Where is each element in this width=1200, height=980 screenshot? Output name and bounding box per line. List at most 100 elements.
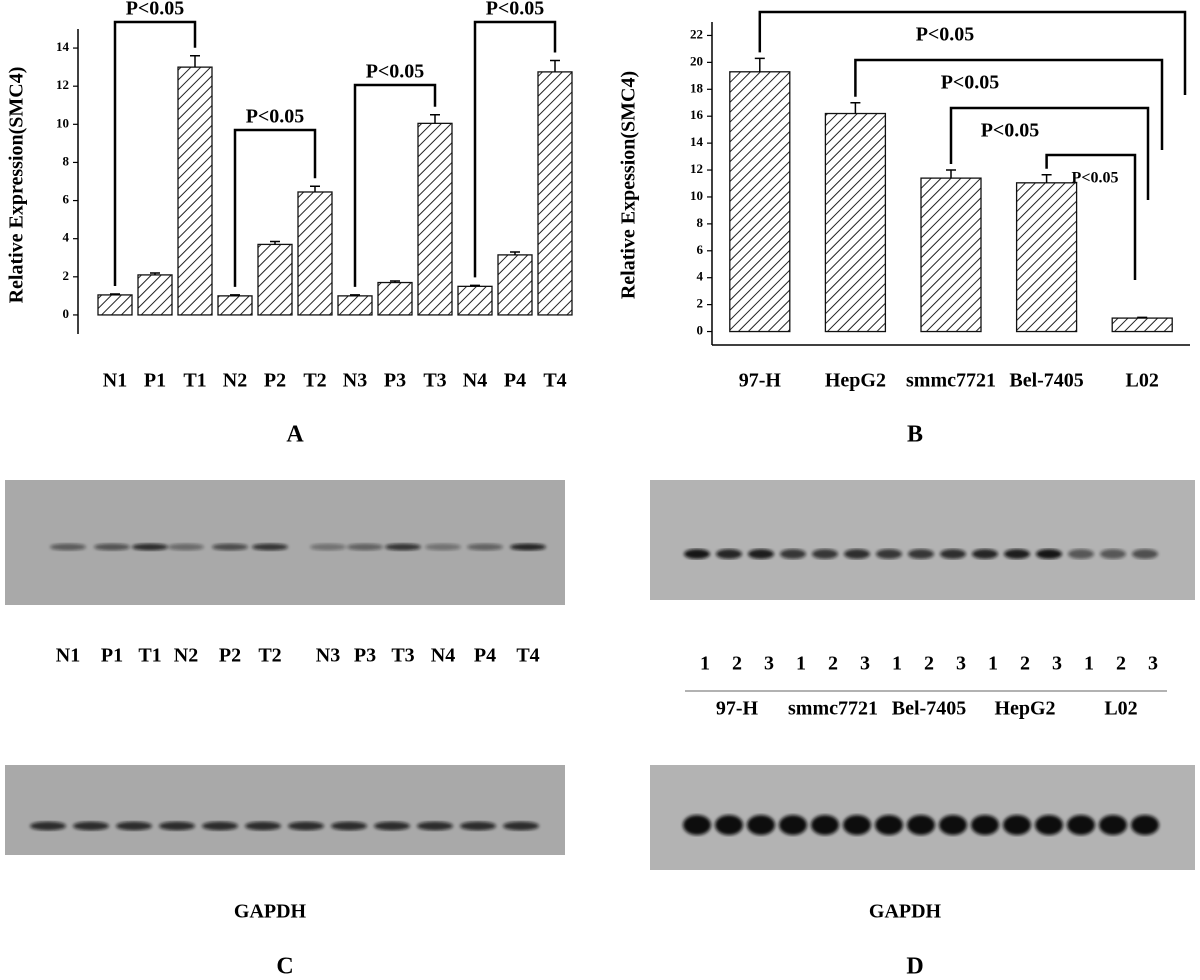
significance-bracket [949,106,1150,200]
y-tick-label: 8 [697,215,704,230]
blot-band [347,543,383,551]
y-tick-label: 4 [63,230,70,245]
blot-band [843,815,871,835]
panel-label: C [276,954,293,980]
y-tick-label: 6 [63,192,70,207]
lane-label: 2 [1020,653,1030,675]
bar [217,295,253,316]
blot-band [50,543,86,551]
blot-band [252,543,288,551]
panel-label: B [907,422,923,448]
x-tick-label: 97-H [739,370,782,392]
blot-band [1100,549,1126,559]
blot-band [310,543,346,551]
y-tick-label: 20 [690,53,703,68]
significance-label: P<0.05 [981,120,1040,142]
y-tick-label: 10 [690,188,703,203]
blot-band [779,815,807,835]
x-tick-label: P1 [144,370,166,392]
blot-membrane [5,765,565,855]
error-bar [350,294,360,296]
lane-label: 1 [1084,653,1094,675]
panel-label: D [906,954,923,980]
blot-band [1003,815,1031,835]
blot-band [1035,815,1063,835]
error-bar [230,294,240,296]
blot-band [748,549,774,559]
x-tick-label: Bel-7405 [1009,370,1083,392]
blot-band [385,543,421,551]
bar [417,122,453,316]
lane-label: 2 [1116,653,1126,675]
error-bar [390,280,400,283]
error-bar [754,57,765,72]
error-bar [190,54,200,68]
group-label: HepG2 [994,698,1055,720]
blot-band [876,549,902,559]
lane-label: T1 [138,645,161,667]
bar [537,71,573,316]
significance-label: P<0.05 [246,106,305,128]
y-axis-label: Relative Expession(SMC4) [618,71,640,299]
lane-label: P3 [354,645,376,667]
error-bar [550,59,560,72]
blot-band [1036,549,1062,559]
lane-label: T3 [391,645,414,667]
bar [457,285,493,316]
y-tick-label: 14 [56,39,70,54]
x-tick-label: P3 [384,370,406,392]
lane-label: T2 [258,645,281,667]
bar [920,177,982,333]
blot-band [1068,549,1094,559]
blot-band [1004,549,1030,559]
lane-label: P4 [474,645,496,667]
significance-bracket [758,10,1187,95]
bar [137,274,173,316]
y-tick-label: 6 [697,242,704,257]
control-label: GAPDH [234,901,307,923]
y-tick-label: 12 [690,161,703,176]
blot-band [972,549,998,559]
y-tick-label: 18 [690,80,704,95]
blot-band [875,815,903,835]
error-bar [470,284,480,287]
lane-label: 1 [988,653,998,675]
error-bar [946,169,956,179]
lane-label: 3 [860,653,870,675]
blot-band [510,543,546,551]
significance-bracket [113,20,197,286]
lane-label: 3 [956,653,966,675]
blot-membrane [5,480,565,605]
y-tick-label: 12 [56,77,69,92]
significance-bracket [1045,153,1137,280]
bar [337,295,373,316]
error-bar [110,293,120,295]
significance-label: P<0.05 [1072,170,1119,187]
error-bar [510,251,520,255]
lane-label: N1 [56,645,80,667]
bar [257,243,293,316]
x-tick-label: N2 [223,370,247,392]
bar [97,294,133,316]
blot-band [202,821,238,831]
group-label: smmc7721 [788,698,878,720]
group-label: Bel-7405 [892,698,966,720]
blot-band [288,821,324,831]
lane-label: T4 [516,645,539,667]
blot-band [907,815,935,835]
lane-label: N2 [174,645,198,667]
error-bar [150,272,160,275]
x-tick-label: T2 [303,370,326,392]
bar [377,281,413,316]
group-label: L02 [1104,698,1137,720]
blot-band [94,543,130,551]
x-tick-label: P4 [504,370,526,392]
bar [497,254,533,316]
blot-band [747,815,775,835]
significance-label: P<0.05 [486,0,545,20]
y-tick-label: 4 [697,269,704,284]
error-bar [310,185,320,192]
control-label: GAPDH [869,901,942,923]
blot-band [1131,815,1159,835]
blot-band [1067,815,1095,835]
